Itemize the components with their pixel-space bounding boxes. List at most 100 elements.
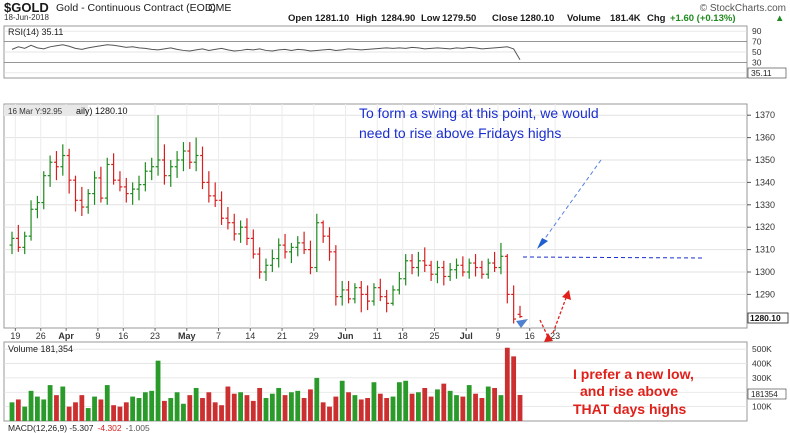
volume-axis: 500K400K300K200K100K [752,344,772,411]
date-tick-label: Jun [338,331,354,341]
volume-bar [250,400,256,421]
volume-bar [41,399,47,421]
price-panel [3,103,748,329]
close-value: 1280.10 [520,13,554,24]
date-tick-label: 25 [429,331,439,341]
last-price-box [747,312,789,324]
date-tick-label: Apr [58,331,74,341]
volume-bar [517,395,523,421]
rsi-line [11,44,521,61]
date-tick-label: 19 [10,331,20,341]
open-label: Open [288,13,312,24]
exchange-label: CME [208,2,231,14]
volume-bar [79,395,85,421]
volume-bar [130,396,136,421]
volume-bar [15,399,21,421]
macd-histogram-value: -1.005 [126,423,150,433]
volume-bar [352,395,358,421]
macd-panel [4,422,747,433]
date-tick-label: 16 [525,331,535,341]
brand-label: © StockCharts.com [700,3,786,14]
volume-bar [403,380,409,421]
rsi-current-box [747,67,787,79]
price-tick-label: 1300 [755,267,775,277]
macd-legend: MACD(12,26,9) -5.307 -4.302 -1.005 [8,423,150,433]
volume-bar [269,393,275,421]
macd-signal-value: -4.302 [98,423,122,433]
volume-bar [257,387,263,421]
annotation-top-line2: need to rise above Fridays highs [359,125,561,141]
price-tick-label: 1330 [755,200,775,210]
volume-bar [390,396,396,421]
volume-bar [422,387,428,421]
price-tick-label: 1290 [755,289,775,299]
volume-bar [104,385,110,421]
ohlc-readout: Open 1281.10 High 1284.90 Low 1279.50 Cl… [288,13,784,24]
macd-value: -5.307 [69,423,93,433]
price-legend-last: aily) 1280.10 [76,106,128,116]
annotation-top-line1: To form a swing at this point, we would [359,105,599,121]
volume-bar [384,398,390,421]
price-tick-label: 1360 [755,133,775,143]
volume-bar [117,406,123,421]
volume-bar [155,360,161,421]
annotation-bottom-line3: THAT days highs [573,401,687,417]
volume-bar [460,396,466,421]
volume-bar [479,398,485,421]
annotation-pointer-arrow [540,159,602,245]
volume-bar [73,402,78,421]
rsi-legend: RSI(14) 35.11 [8,27,63,37]
volume-tick-label: 400K [752,359,772,369]
volume-legend: Volume 181,354 [8,344,73,354]
chart-date: 18-Jun-2018 [4,13,49,22]
volume-bar [60,386,66,421]
volume-bar [92,396,97,421]
volume-bar [225,386,231,421]
volume-bar [358,399,364,421]
volume-bar [219,405,224,421]
volume-bar [28,390,34,421]
price-tick-label: 1310 [755,245,775,255]
volume-bar [365,398,370,421]
volume-bar [47,385,53,421]
open-value: 1281.10 [315,13,349,24]
low-value: 1279.50 [442,13,476,24]
volume-bar [314,377,320,421]
close-label: Close [492,13,518,24]
volume-bar [435,389,440,421]
volume-bar [447,390,453,421]
volume-bar [301,398,307,421]
rsi-current-value: 35.11 [751,68,772,78]
volume-value: 181.4K [610,13,641,24]
rsi-tick-label: 30 [752,57,762,67]
low-label: Low [421,13,441,24]
price-grid [4,104,747,328]
volume-bar [454,395,459,421]
chg-value: +1.60 (+0.13%) [670,13,736,24]
volume-bar [85,408,91,421]
date-tick-label: 11 [373,331,382,341]
volume-bar [142,392,148,421]
volume-bar [123,402,129,421]
red-arrow-down-head [544,333,553,342]
volume-bar [428,396,434,421]
volume-current-box [747,388,787,400]
volume-bar [492,387,497,421]
date-tick-label: 9 [95,331,100,341]
volume-bar [181,403,186,421]
volume-bar [511,356,517,421]
macd-legend-prefix: MACD(12,26,9) [8,423,69,433]
rsi-grid [4,30,747,74]
volume-bar [441,383,447,421]
volume-bar [111,405,116,421]
date-tick-label: 21 [277,331,287,341]
volume-bar [206,392,212,421]
volume-bar [377,393,383,421]
volume-bar [136,398,142,421]
date-tick-label: 23 [550,331,560,341]
volume-bar [473,393,478,421]
volume-bar [276,387,282,421]
volume-bar [289,392,294,421]
date-tick-label: Jul [460,331,473,341]
